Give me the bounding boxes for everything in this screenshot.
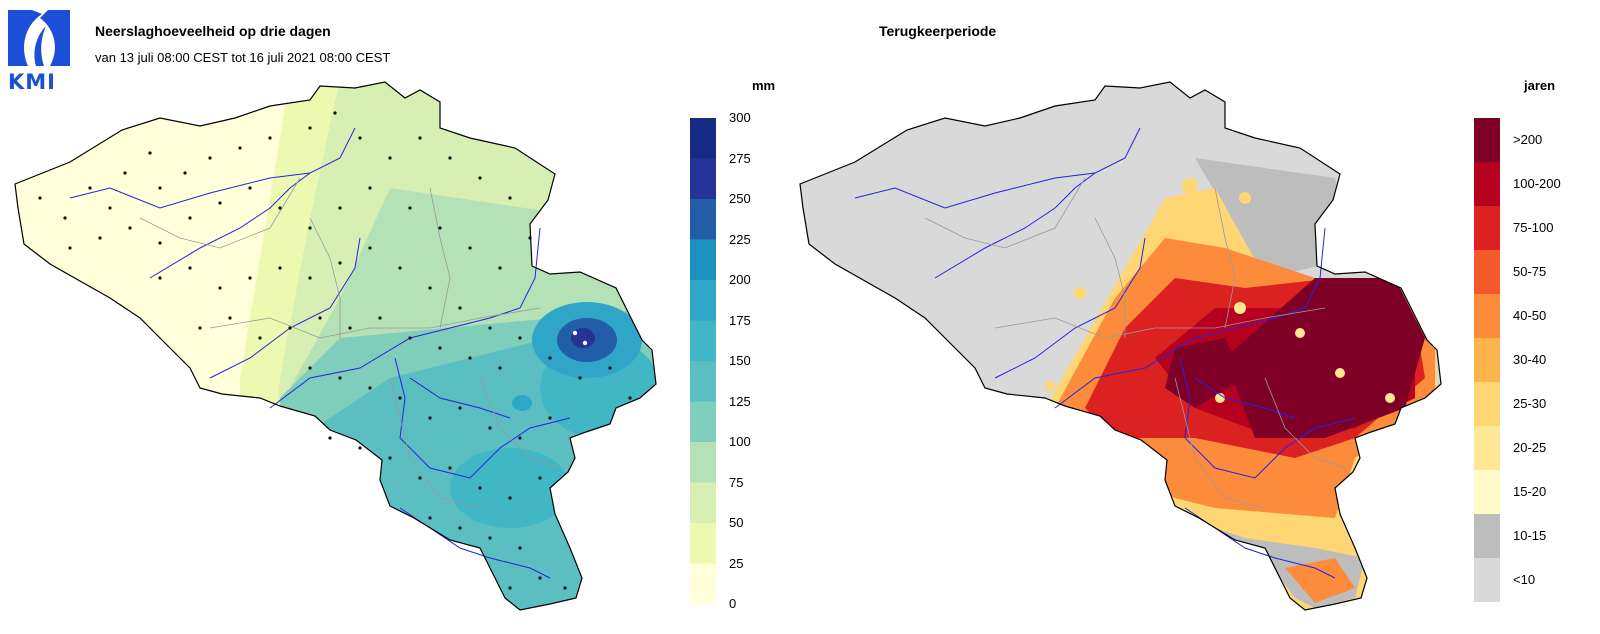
logo-text: KMI <box>8 70 56 94</box>
legend-swatch <box>1474 206 1500 251</box>
legend-swatch <box>690 482 716 524</box>
left-map-subtitle: van 13 juli 08:00 CEST tot 16 juli 2021 … <box>95 50 391 65</box>
legend-swatch <box>690 280 716 321</box>
return-period-legend <box>1474 118 1500 607</box>
legend-swatch <box>690 361 716 402</box>
legend-swatch <box>690 442 716 483</box>
legend-label: 0 <box>729 596 737 611</box>
legend-label: 40-50 <box>1513 308 1547 323</box>
precipitation-unit: mm <box>752 78 776 93</box>
legend-swatch <box>690 118 716 159</box>
kmi-logo: KMI <box>6 8 72 94</box>
legend-label: 25 <box>729 555 744 571</box>
precipitation-legend <box>690 118 716 609</box>
legend-swatch <box>1474 118 1500 163</box>
legend-swatch <box>1474 382 1500 427</box>
legend-label: 50 <box>729 515 744 530</box>
legend-label: 75 <box>729 474 744 490</box>
precipitation-map <box>10 78 660 618</box>
legend-label: 25-30 <box>1513 396 1547 411</box>
legend-label: 100 <box>729 434 751 449</box>
legend-label: >200 <box>1513 132 1543 147</box>
legend-label: 200 <box>729 272 751 287</box>
left-map-title: Neerslaghoeveelheid op drie dagen <box>95 23 331 39</box>
legend-swatch <box>690 158 716 200</box>
legend-label: 100-200 <box>1513 176 1561 191</box>
legend-swatch <box>1474 470 1500 515</box>
legend-label: 75-100 <box>1513 220 1554 235</box>
legend-swatch <box>1474 514 1500 559</box>
legend-label: 150 <box>729 353 751 368</box>
legend-label: 125 <box>729 393 751 409</box>
legend-label: 225 <box>729 231 751 247</box>
legend-label: 15-20 <box>1513 484 1547 499</box>
legend-swatch <box>1474 558 1500 603</box>
legend-label: 175 <box>729 312 751 328</box>
legend-label: 20-25 <box>1513 440 1547 455</box>
legend-swatch <box>1474 294 1500 339</box>
legend-label: 10-15 <box>1513 528 1547 543</box>
legend-swatch <box>1474 426 1500 471</box>
legend-swatch <box>690 563 716 605</box>
legend-swatch <box>690 239 716 281</box>
legend-label: 250 <box>729 191 751 206</box>
legend-swatch <box>690 401 716 443</box>
legend-swatch <box>690 320 716 362</box>
legend-swatch <box>690 523 716 564</box>
legend-label: <10 <box>1513 572 1536 587</box>
legend-swatch <box>1474 250 1500 295</box>
legend-label: 275 <box>729 150 751 166</box>
return-period-unit: jaren <box>1524 78 1556 93</box>
right-map-title: Terugkeerperiode <box>879 23 997 39</box>
legend-swatch <box>690 199 716 240</box>
legend-label: 30-40 <box>1513 352 1547 367</box>
legend-swatch <box>1474 338 1500 383</box>
legend-swatch <box>1474 162 1500 207</box>
legend-label: 50-75 <box>1513 264 1547 279</box>
legend-label: 300 <box>729 110 751 125</box>
return-period-map <box>795 78 1445 618</box>
